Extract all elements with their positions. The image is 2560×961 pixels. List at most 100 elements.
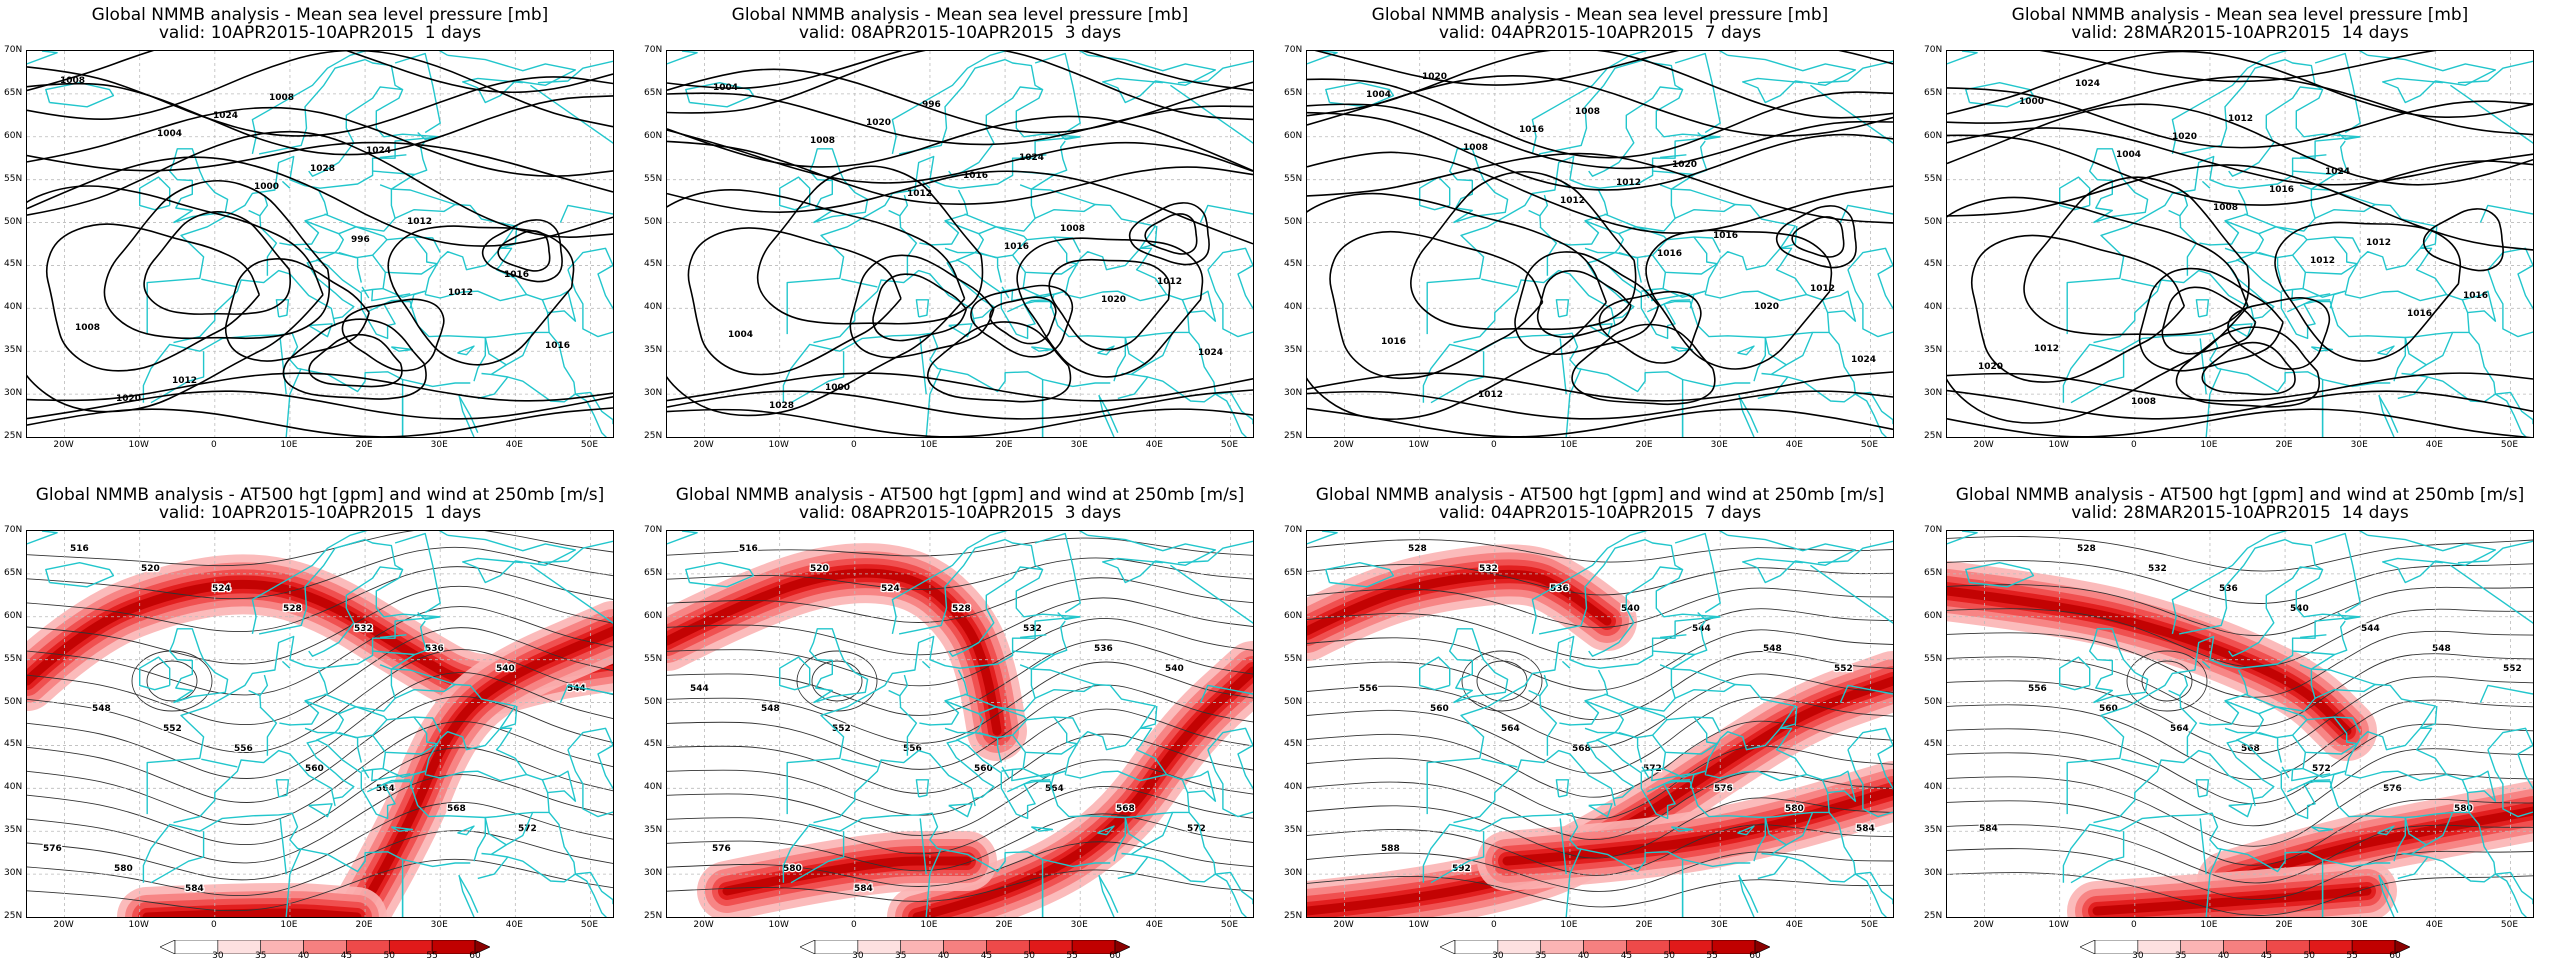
- height-label: 572: [1187, 824, 1206, 834]
- coastline-segment: [139, 176, 171, 211]
- isobar-label: 1020: [2172, 132, 2197, 142]
- coastline-segment: [142, 332, 471, 403]
- lat-tick-label: 25N: [1924, 431, 1943, 441]
- isobar-label: 996: [922, 100, 941, 110]
- panel-valid-period: valid: 08APR2015-10APR2015 3 days: [798, 503, 1122, 523]
- coastline-segment: [1647, 299, 1691, 313]
- coastline-segment: [1787, 376, 1856, 403]
- coastline-segment: [2168, 689, 2182, 707]
- isobar-label: 1008: [810, 136, 835, 146]
- isobar-label: 1024: [213, 111, 238, 121]
- coastline-segment: [1738, 874, 1755, 917]
- colorbar-tick-label: 35: [2174, 951, 2187, 961]
- height-contour: [667, 597, 1253, 656]
- coastline-segment: [146, 136, 441, 335]
- coastline-segment: [1426, 616, 1721, 815]
- isobar: [27, 185, 324, 413]
- coastline-segment: [1693, 716, 1721, 733]
- wind-colorbar: [1439, 939, 1771, 955]
- panel-valid-period: valid: 28MAR2015-10APR2015 14 days: [2071, 23, 2409, 43]
- coastline-segment: [2199, 338, 2207, 395]
- lat-tick-label: 65N: [4, 567, 23, 578]
- lon-tick-label: 30E: [1070, 440, 1088, 450]
- height-contours: [667, 537, 1253, 902]
- coastline-segment: [424, 727, 528, 782]
- coastline-segment: [2121, 758, 2158, 768]
- coastline-segment: [529, 564, 613, 624]
- lat-lon-grid: [667, 531, 1253, 917]
- lat-tick-label: 55N: [1284, 173, 1303, 184]
- lon-tick-label: 10W: [2048, 920, 2069, 930]
- height-label: 568: [1116, 804, 1135, 814]
- coastline-segment: [477, 373, 509, 400]
- coastline-segment: [2367, 534, 2497, 584]
- isobar-label: 1012: [2228, 114, 2253, 124]
- lat-tick-label: 35N: [1284, 345, 1303, 356]
- coastline-segment: [1671, 668, 1736, 686]
- coastline-segment: [2178, 58, 2286, 155]
- isobar-labels: 1004 1008 1012 1016 1020 1024 1028 1020 1016 1008…: [713, 83, 1223, 411]
- lon-tick-label: 20E: [1635, 920, 1653, 930]
- lon-tick-label: 10W: [1408, 920, 1429, 930]
- coastline-segment: [2344, 247, 2448, 302]
- lat-tick-label: 45N: [4, 739, 23, 750]
- lat-tick-label: 55N: [644, 653, 663, 664]
- isobar-label: 1000: [2019, 97, 2044, 107]
- map-frame: 528 532 536 540 544 548 552 556 560 564 568 572 576 5…: [1946, 530, 2534, 918]
- coastline-segment: [1004, 58, 1043, 91]
- height-contour: [667, 869, 1253, 902]
- coastline-segment: [1652, 170, 1695, 176]
- height-contour: [27, 747, 613, 846]
- z500-panel-1: Global NMMB analysis - AT500 hgt [gpm] a…: [0, 480, 640, 961]
- lon-tick-label: 40E: [505, 920, 523, 930]
- height-label: 552: [1834, 664, 1853, 674]
- coastline-segment: [841, 758, 878, 768]
- height-label: 520: [141, 564, 160, 574]
- height-contour: [1947, 699, 2533, 780]
- panel-title: Global NMMB analysis - AT500 hgt [gpm] a…: [675, 485, 1245, 505]
- lat-tick-label: 50N: [1924, 216, 1943, 227]
- isobar: [1307, 78, 1893, 159]
- coastline-segment: [1007, 299, 1051, 313]
- coastline-segment: [1565, 848, 1582, 917]
- lat-tick-label: 45N: [644, 739, 663, 750]
- coastline-segment: [281, 660, 291, 669]
- coastline-segment: [457, 825, 475, 836]
- lon-tick-label: 0: [2130, 440, 2137, 450]
- coastline-segment: [964, 184, 1036, 232]
- height-label: 564: [1501, 724, 1520, 734]
- coastline-segment: [1419, 176, 1451, 211]
- coastline-segment: [948, 803, 973, 818]
- coastline-segment: [1140, 705, 1158, 729]
- lon-tick-label: 50E: [580, 440, 599, 450]
- isobar-label: 1020: [1101, 295, 1126, 305]
- isobar: [1307, 407, 1893, 437]
- height-contour: [1307, 771, 1893, 840]
- isobar: [1144, 213, 1198, 255]
- coastline-segment: [1539, 194, 1549, 217]
- isobar: [1307, 371, 1893, 402]
- coastline-segment: [809, 628, 869, 704]
- coastline-segment: [1169, 564, 1253, 624]
- lon-tick-label: 20E: [1635, 440, 1653, 450]
- map-frame: 516 520 524 528 532 536 540 544 548 552 556 560 564 5…: [666, 530, 1254, 918]
- coastline-segment: [1704, 727, 1808, 782]
- wind-colorbar: [799, 939, 1131, 955]
- coastline-segment: [1117, 853, 1149, 880]
- panel-valid-period: valid: 28MAR2015-10APR2015 14 days: [2071, 503, 2409, 523]
- coastline-segment: [2179, 194, 2189, 217]
- isobar: [1947, 127, 2533, 186]
- lat-tick-label: 55N: [1924, 173, 1943, 184]
- coastline-segment: [2195, 779, 2210, 798]
- coastline-segment: [1757, 853, 1789, 880]
- coastline-segment: [915, 299, 930, 318]
- coastline-segment: [1430, 831, 1485, 884]
- isobar: [756, 165, 984, 325]
- coastline-segment: [2199, 818, 2207, 875]
- map-canvas: 5285325365405445485525565605645685725765…: [1947, 531, 2533, 917]
- coastline-segment: [2066, 616, 2361, 815]
- isobars: [27, 51, 613, 437]
- isobar: [1307, 192, 1608, 421]
- coastline-segment: [1809, 564, 1893, 624]
- isobar-label: 1024: [1851, 355, 1876, 365]
